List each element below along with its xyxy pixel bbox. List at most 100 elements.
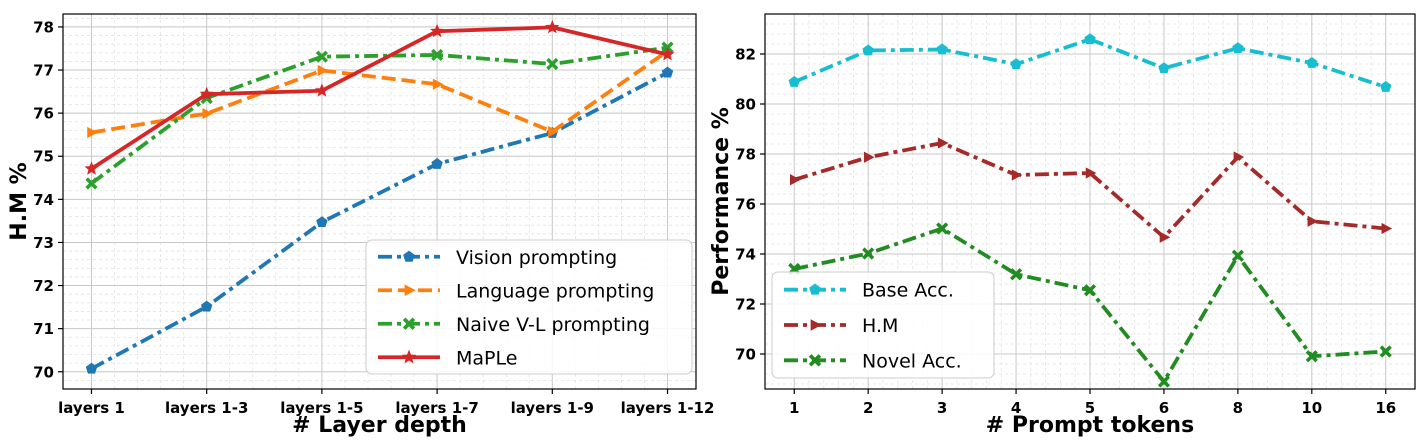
- data-point-base-acc: [1084, 33, 1096, 45]
- y-tick-label: 74: [735, 246, 756, 264]
- data-point-novel-acc: [1305, 350, 1318, 363]
- data-point-base-acc: [1380, 81, 1392, 92]
- data-point-base-acc: [936, 43, 948, 55]
- data-point-novel-acc: [1083, 284, 1097, 297]
- data-point-base-acc: [788, 76, 800, 87]
- data-point-maple: [84, 161, 99, 175]
- y-tick-label: 75: [33, 148, 54, 166]
- x-tick-label: 5: [1085, 399, 1095, 417]
- y-tick-label: 71: [33, 320, 54, 338]
- series-line-base-acc: [793, 37, 1387, 89]
- x-tick-label: layers 1-9: [511, 399, 594, 417]
- legend-label: Naive V-L prompting: [456, 314, 650, 336]
- data-point-maple: [314, 83, 329, 97]
- data-point-naive-v-l-prompting: [431, 48, 444, 62]
- data-point-novel-acc: [1157, 375, 1171, 388]
- x-tick-label: layers 1: [58, 399, 125, 417]
- legend-marker-maple: [401, 349, 417, 364]
- x-axis-title: # Layer depth: [292, 413, 467, 438]
- x-tick-label: 8: [1233, 399, 1243, 417]
- x-tick-label: layers 1-7: [395, 399, 478, 417]
- data-point-vision-prompting: [316, 216, 328, 228]
- data-point-h-m: [1381, 222, 1393, 235]
- data-point-h-m: [1011, 169, 1023, 181]
- plot-frame: [62, 13, 697, 390]
- series-line-naive-v-l-prompting: [90, 45, 668, 185]
- y-tick-label: 72: [33, 277, 54, 295]
- x-tick-label: 1: [789, 399, 799, 417]
- data-point-base-acc: [862, 44, 874, 56]
- y-tick-label: 76: [735, 196, 756, 214]
- data-point-naive-v-l-prompting: [85, 177, 98, 190]
- data-point-h-m: [790, 174, 801, 186]
- data-point-language-prompting: [432, 78, 444, 90]
- x-tick-label: 6: [1159, 399, 1169, 417]
- legend-label: Novel Acc.: [862, 350, 962, 372]
- data-point-language-prompting: [317, 64, 329, 77]
- data-point-language-prompting: [548, 126, 559, 138]
- series-base-acc: [788, 33, 1392, 92]
- x-tick-label: 2: [863, 399, 873, 417]
- y-tick-label: 78: [735, 146, 756, 164]
- data-point-language-prompting: [202, 107, 214, 120]
- x-axis-title: # Prompt tokens: [986, 413, 1194, 438]
- legend-label: Base Acc.: [862, 280, 954, 302]
- y-tick-label: 78: [33, 18, 54, 36]
- data-point-maple: [199, 86, 214, 101]
- legend-label: Vision prompting: [456, 247, 617, 269]
- y-tick-label: 82: [735, 46, 756, 64]
- data-point-base-acc: [1158, 62, 1170, 74]
- legend: Base Acc. H.M Novel Acc.: [771, 271, 995, 379]
- x-tick-label: 16: [1375, 399, 1396, 417]
- data-point-novel-acc: [862, 247, 875, 260]
- data-point-naive-v-l-prompting: [546, 57, 559, 71]
- plot-frame: [764, 13, 1416, 390]
- series-vision-prompting: [85, 66, 674, 374]
- legend-label: MaPLe: [456, 347, 517, 369]
- data-point-base-acc: [1232, 42, 1244, 54]
- data-point-h-m: [1307, 215, 1319, 227]
- x-tick-label: 4: [1011, 399, 1021, 417]
- data-point-h-m: [1085, 167, 1097, 179]
- legend: Vision prompting Language prompting Naive …: [365, 239, 693, 375]
- data-point-h-m: [937, 137, 949, 149]
- data-point-novel-acc: [1009, 268, 1023, 281]
- legend-box: [365, 239, 693, 375]
- legend-label: Language prompting: [456, 280, 654, 302]
- legend-marker-naive-v-l-prompting: [402, 317, 416, 330]
- data-point-base-acc: [1010, 58, 1022, 70]
- data-point-vision-prompting: [661, 66, 674, 78]
- data-point-h-m: [863, 151, 875, 163]
- data-point-language-prompting: [87, 126, 98, 139]
- data-point-maple: [545, 19, 560, 34]
- legend-box: [771, 271, 995, 379]
- data-point-maple: [430, 23, 445, 38]
- y-tick-label: 74: [33, 191, 54, 209]
- y-tick-label: 70: [735, 346, 756, 364]
- x-tick-label: layers 1-12: [621, 399, 715, 417]
- series-line-language-prompting: [91, 49, 669, 135]
- x-tick-label: layers 1-3: [165, 399, 248, 417]
- legend-label: H.M: [862, 315, 898, 337]
- data-point-novel-acc: [936, 222, 949, 235]
- y-axis-title: H.M %: [7, 162, 32, 240]
- data-point-base-acc: [1306, 57, 1318, 68]
- y-tick-label: 77: [33, 62, 54, 80]
- series-maple: [84, 19, 675, 175]
- data-point-vision-prompting: [431, 158, 443, 169]
- data-point-maple: [660, 47, 675, 61]
- legend-marker-base-acc: [809, 283, 821, 295]
- series-h-m: [790, 137, 1393, 243]
- legend-marker-novel-acc: [808, 354, 822, 367]
- y-axis-title: Performance %: [709, 107, 734, 296]
- data-point-vision-prompting: [200, 300, 213, 312]
- legend-marker-h-m: [810, 319, 822, 331]
- y-tick-label: 76: [33, 105, 54, 123]
- chart-layer-depth: layers 1 layers 1-3 layers 1-5 layers 1-7 la…: [7, 13, 715, 438]
- data-point-vision-prompting: [85, 362, 98, 374]
- series-line-vision-prompting: [90, 70, 669, 371]
- y-tick-label: 73: [33, 234, 54, 252]
- data-point-h-m: [1159, 231, 1171, 243]
- x-tick-label: layers 1-5: [280, 399, 363, 417]
